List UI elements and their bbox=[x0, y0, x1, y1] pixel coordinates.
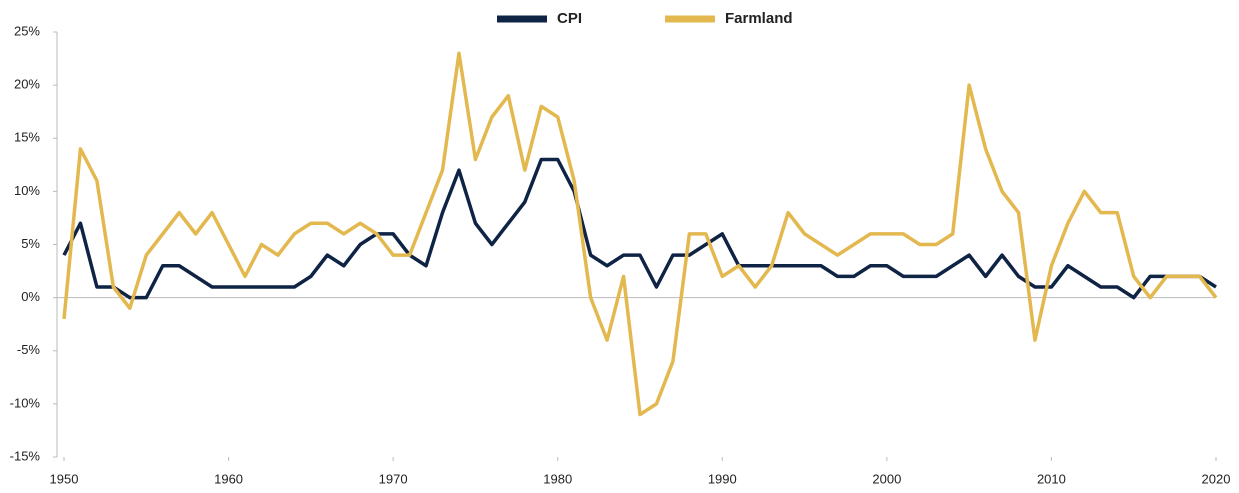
series-line bbox=[62, 157, 1217, 300]
y-tick-label: -5% bbox=[17, 342, 41, 357]
y-tick-label: 0% bbox=[21, 289, 40, 304]
x-tick-label: 1960 bbox=[214, 471, 243, 486]
series-line bbox=[62, 51, 1218, 417]
x-tick-label: 2000 bbox=[872, 471, 901, 486]
y-tick-label: -10% bbox=[10, 395, 41, 410]
y-tick-label: -15% bbox=[10, 448, 41, 463]
x-tick-label: 1990 bbox=[708, 471, 737, 486]
legend-text: CPI bbox=[557, 10, 582, 27]
y-tick-label: 25% bbox=[14, 23, 40, 38]
x-tick-label: 1950 bbox=[50, 471, 79, 486]
legend-text: Farmland bbox=[725, 10, 793, 27]
y-tick-label: 15% bbox=[14, 130, 40, 145]
y-tick-label: 5% bbox=[21, 236, 40, 251]
x-tick-label: 2010 bbox=[1037, 471, 1066, 486]
y-tick-label: 20% bbox=[14, 77, 40, 92]
y-tick-label: 10% bbox=[14, 183, 40, 198]
x-tick-label: 1980 bbox=[543, 471, 572, 486]
x-tick-label: 2020 bbox=[1202, 471, 1231, 486]
x-tick-label: 1970 bbox=[379, 471, 408, 486]
